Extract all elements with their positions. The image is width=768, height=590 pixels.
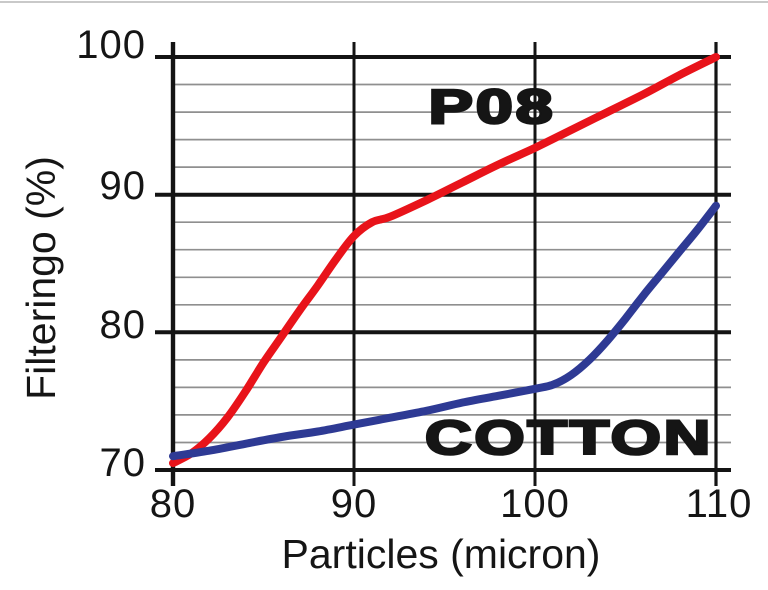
y-axis-title: Filteringo (%) xyxy=(18,156,64,400)
x-tick-label-80: 80 xyxy=(150,482,197,526)
plot-area xyxy=(155,42,731,486)
series-label-p08: P08 xyxy=(429,81,556,134)
x-tick-label-110: 110 xyxy=(686,482,753,526)
series-label-cotton: COTTON xyxy=(425,412,713,465)
y-tick-label-100: 100 xyxy=(76,23,146,67)
y-tick-label-90: 90 xyxy=(100,164,147,208)
x-tick-label-100: 100 xyxy=(500,482,570,526)
y-tick-label-80: 80 xyxy=(100,303,147,347)
x-tick-label-90: 90 xyxy=(331,482,378,526)
series-curve-cotton xyxy=(169,201,720,461)
y-tick-label-70: 70 xyxy=(100,441,147,485)
series-curve-p08 xyxy=(169,53,720,468)
x-axis-title: Particles (micron) xyxy=(282,531,601,577)
